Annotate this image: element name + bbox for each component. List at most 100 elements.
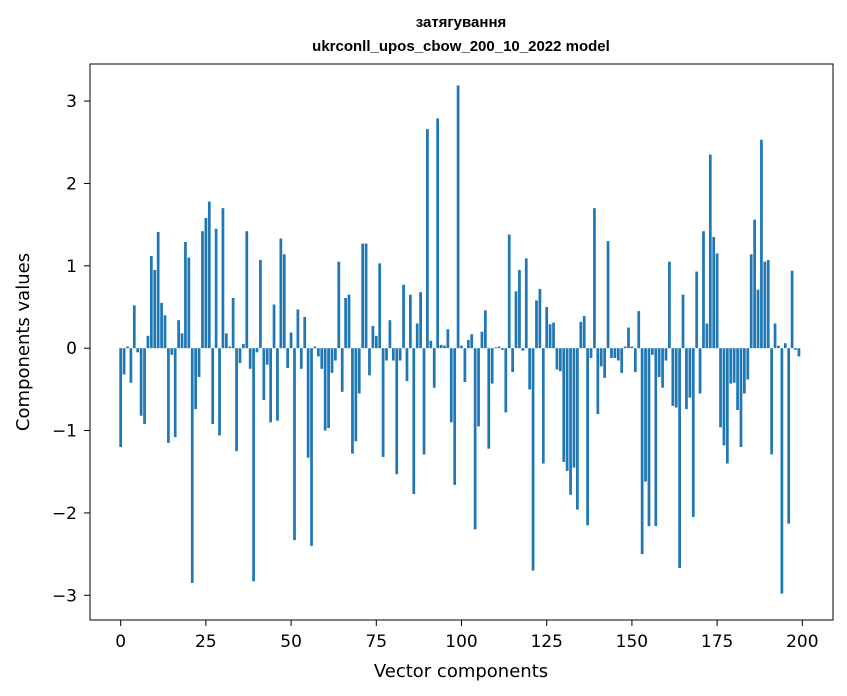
bar-142 [603,348,607,378]
bar-49 [286,348,290,368]
bar-177 [722,348,726,446]
bar-21 [190,348,194,583]
bar-151 [633,348,637,373]
bar-12 [160,302,163,349]
bar-199 [797,348,801,357]
bar-175 [715,253,719,349]
bar-76 [378,263,382,349]
bar-68 [351,348,354,454]
bar-157 [654,348,658,527]
bar-95 [443,345,446,349]
bar-128 [555,348,559,370]
bar-41 [259,260,262,349]
y-axis-label: Components values [13,253,34,431]
bar-82 [398,348,402,361]
bar-191 [770,348,774,455]
bar-153 [640,348,644,555]
bar-37 [245,231,249,349]
bar-72 [364,243,368,349]
bar-163 [674,348,678,408]
bar-121 [531,348,535,571]
bar-11 [156,232,160,349]
bar-87 [415,323,419,349]
bar-23 [197,348,201,378]
bar-64 [337,261,341,349]
bar-176 [719,348,722,428]
bar-140 [596,348,600,415]
bar-138 [589,348,593,359]
bar-26 [207,201,211,349]
bar-125 [545,306,549,349]
bar-0 [119,348,123,448]
bar-173 [708,154,712,349]
bar-77 [381,348,385,457]
bar-3 [129,348,133,383]
x-tick-label-25: 25 [195,632,217,652]
bar-152 [637,311,641,349]
bar-51 [293,348,296,541]
bar-149 [627,327,630,349]
bar-20 [187,257,191,349]
bar-184 [746,348,750,380]
bar-2 [126,346,129,349]
bar-47 [279,238,283,349]
bar-164 [678,348,681,569]
bar-54 [303,316,307,349]
bar-179 [729,348,733,384]
x-tick-label-200: 200 [786,632,818,652]
bar-158 [657,348,661,378]
y-tick-label--2: −2 [52,504,77,524]
bar-188 [760,139,763,349]
bar-25 [204,218,208,349]
bar-139 [593,208,596,349]
bar-134 [576,348,579,510]
bar-92 [432,348,436,388]
bar-113 [504,348,508,413]
bar-102 [466,339,470,349]
bar-100 [460,345,463,349]
bar-67 [347,294,351,349]
bar-85 [409,294,412,349]
bar-57 [313,346,317,349]
bar-45 [272,304,276,349]
bar-98 [453,348,457,485]
bar-136 [582,316,586,349]
bar-168 [691,348,695,518]
bar-86 [412,348,416,494]
x-tick-label-0: 0 [115,632,126,652]
bar-81 [395,348,399,475]
bar-36 [242,344,245,349]
bar-135 [579,321,583,349]
y-tick-label--1: −1 [52,422,77,442]
bar-133 [572,348,576,468]
bar-46 [276,348,279,421]
bar-120 [528,348,532,390]
bar-145 [613,348,617,359]
x-axis-label: Vector components [374,661,548,682]
bar-159 [661,348,664,388]
bar-192 [773,323,777,349]
bar-39 [252,348,255,582]
x-tick-label-125: 125 [530,632,562,652]
bar-116 [514,291,518,349]
x-axis: 0 25 50 75 100 125 150 175 200 [115,620,819,652]
bar-198 [794,348,797,350]
bar-195 [783,343,787,349]
bar-162 [671,348,675,406]
bar-107 [483,310,487,349]
bar-48 [282,254,286,349]
bar-154 [644,348,647,482]
bar-30 [221,208,225,349]
bar-169 [695,271,699,349]
bar-181 [736,348,739,410]
bar-19 [184,241,187,349]
bar-90 [426,129,429,349]
bar-93 [436,118,440,349]
bar-4 [132,305,136,349]
x-tick-label-100: 100 [445,632,477,652]
bar-66 [344,297,347,349]
bar-17 [177,320,180,349]
bar-88 [419,292,422,349]
bar-189 [763,261,767,349]
bar-178 [725,348,729,464]
